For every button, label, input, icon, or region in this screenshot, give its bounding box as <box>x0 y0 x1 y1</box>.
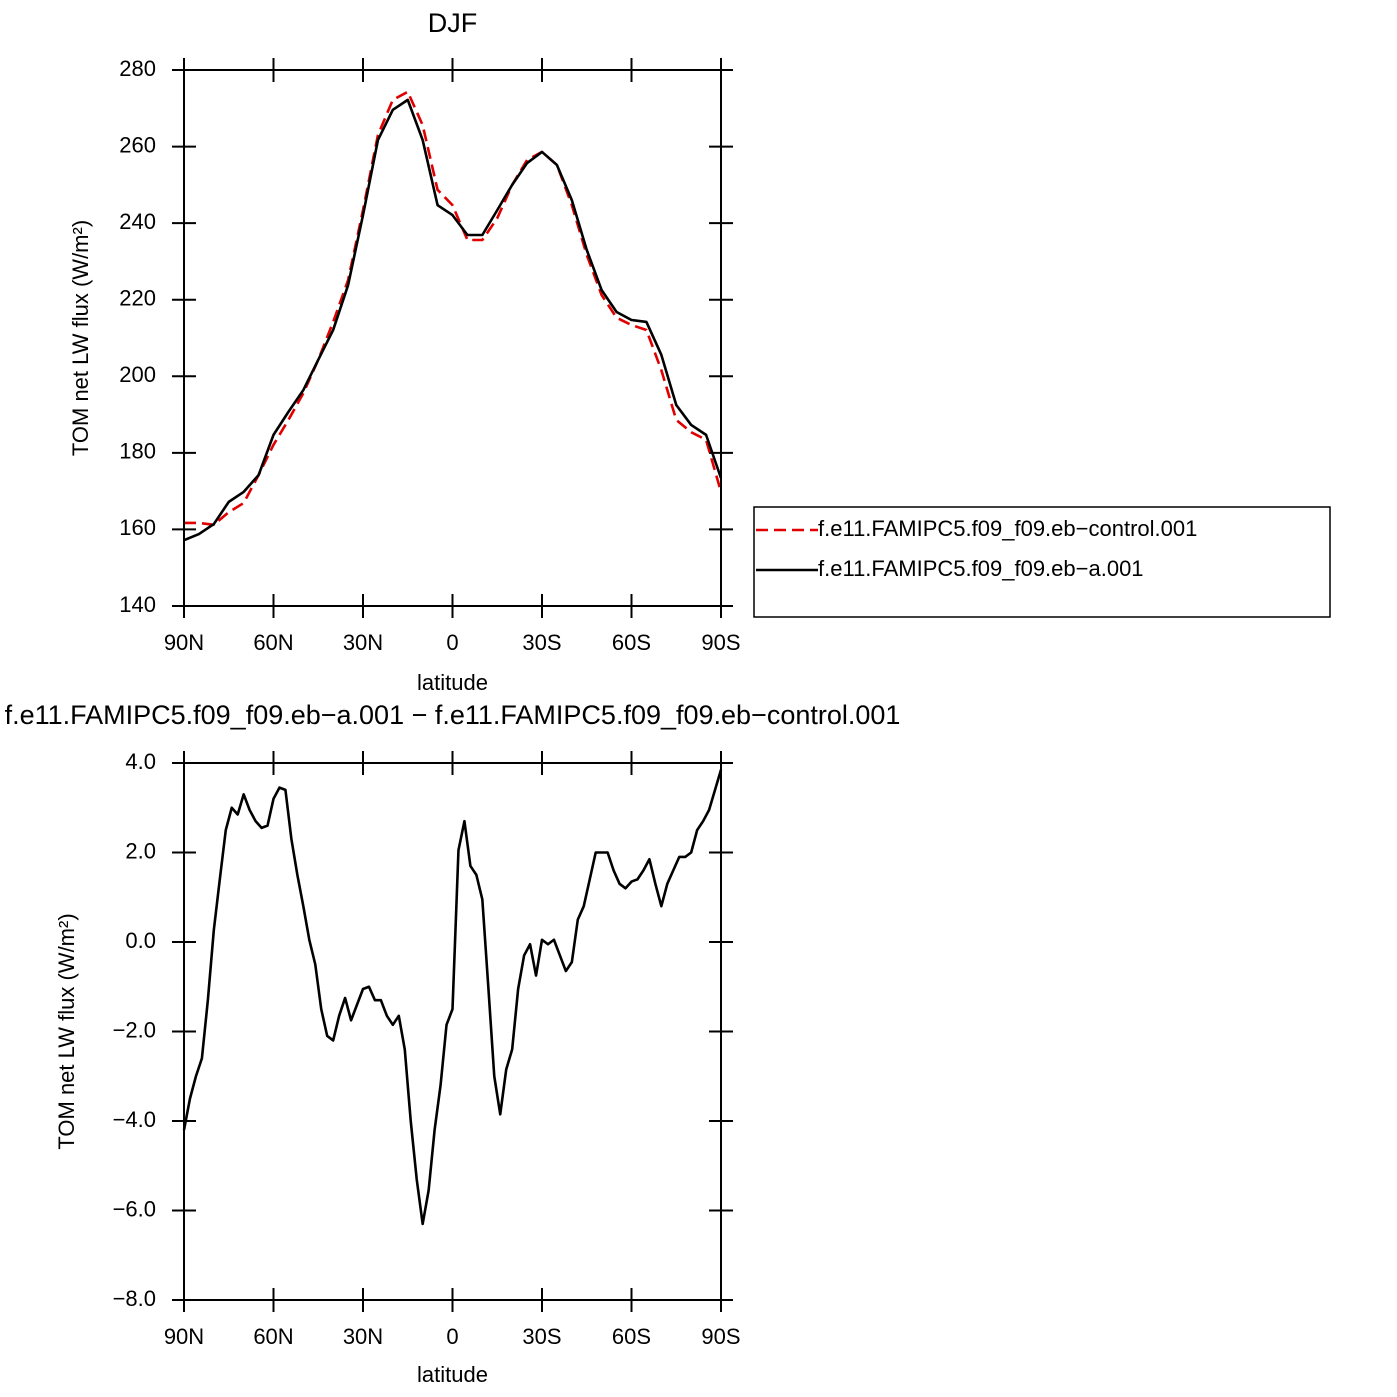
y-tick-label: −2.0 <box>113 1017 156 1042</box>
legend-label: f.e11.FAMIPC5.f09_f09.eb−control.001 <box>818 516 1197 541</box>
series-line <box>183 98 723 542</box>
y-tick-label: 240 <box>119 209 156 234</box>
legend-label: f.e11.FAMIPC5.f09_f09.eb−a.001 <box>818 556 1144 581</box>
y-tick-label: 4.0 <box>125 749 156 774</box>
y-tick-label: 140 <box>119 592 156 617</box>
x-axis-label: latitude <box>417 1362 488 1387</box>
x-tick-label: 30N <box>343 630 383 655</box>
y-tick-label: −8.0 <box>113 1286 156 1311</box>
x-tick-label: 90S <box>701 1324 740 1349</box>
x-tick-label: 90N <box>164 630 204 655</box>
x-tick-label: 0 <box>446 630 458 655</box>
chart-title: f.e11.FAMIPC5.f09_f09.eb−a.001 − f.e11.F… <box>5 700 901 730</box>
y-tick-label: 180 <box>119 439 156 464</box>
y-tick-label: 260 <box>119 132 156 157</box>
x-tick-label: 60S <box>612 630 651 655</box>
y-axis-label: TOM net LW flux (W/m²) <box>54 913 79 1149</box>
plot-frame <box>183 69 722 607</box>
x-tick-label: 60S <box>612 1324 651 1349</box>
y-tick-label: −6.0 <box>113 1196 156 1221</box>
x-tick-label: 60N <box>253 1324 293 1349</box>
x-tick-label: 0 <box>446 1324 458 1349</box>
x-tick-label: 60N <box>253 630 293 655</box>
y-tick-label: 280 <box>119 56 156 81</box>
x-tick-label: 30S <box>522 1324 561 1349</box>
y-axis-label: TOM net LW flux (W/m²) <box>68 220 93 456</box>
y-tick-label: 160 <box>119 515 156 540</box>
y-tick-label: 2.0 <box>125 838 156 863</box>
y-tick-label: 220 <box>119 286 156 311</box>
x-tick-label: 30N <box>343 1324 383 1349</box>
x-axis-label: latitude <box>417 670 488 695</box>
series-line <box>184 90 723 527</box>
series-line <box>182 769 723 1226</box>
legend-box <box>753 506 1331 618</box>
chart-title: DJF <box>428 8 478 38</box>
x-tick-label: 30S <box>522 630 561 655</box>
x-tick-label: 90S <box>701 630 740 655</box>
y-tick-label: −4.0 <box>113 1107 156 1132</box>
plot-frame <box>183 762 722 1301</box>
x-tick-label: 90N <box>164 1324 204 1349</box>
y-tick-label: 0.0 <box>125 928 156 953</box>
y-tick-label: 200 <box>119 362 156 387</box>
